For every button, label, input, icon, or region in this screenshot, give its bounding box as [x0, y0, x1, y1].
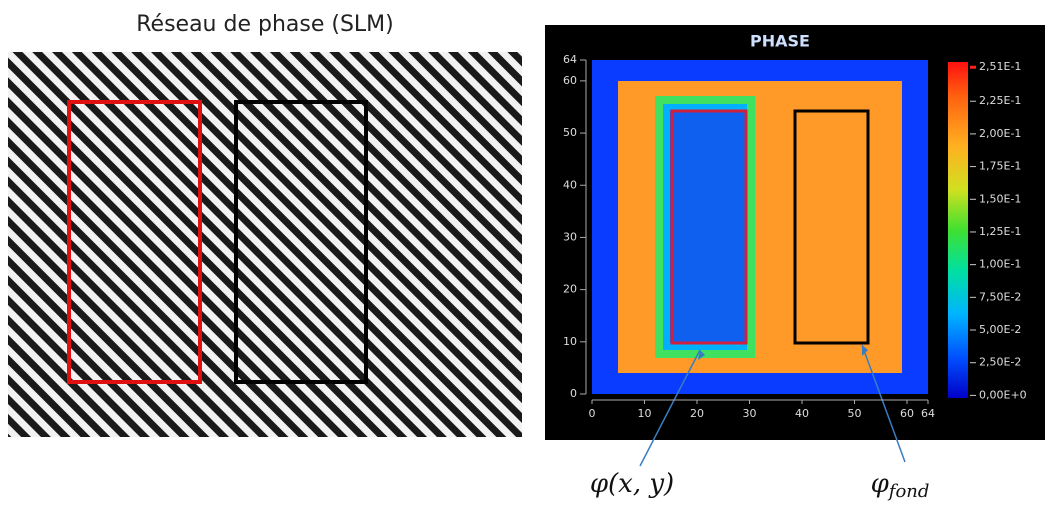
x-tick-label: 60 — [900, 407, 914, 420]
y-tick-label: 0 — [570, 387, 577, 400]
x-tick-label: 0 — [589, 407, 596, 420]
y-tick-label: 30 — [563, 230, 577, 243]
colorbar-tick-label: 1,75E-1 — [979, 160, 1021, 173]
colorbar — [948, 62, 968, 398]
colorbar-tick-label: 1,25E-1 — [979, 225, 1021, 238]
colorbar-tick-label: 7,50E-2 — [979, 290, 1021, 303]
heat-low-region — [670, 110, 746, 343]
left-title: Réseau de phase (SLM) — [136, 12, 394, 37]
y-tick-label: 50 — [563, 126, 577, 139]
colorbar-tick-label: 2,25E-1 — [979, 94, 1021, 107]
black-region — [234, 100, 368, 384]
arrow-head — [698, 350, 705, 360]
colorbar-tick-label: 1,00E-1 — [979, 258, 1021, 271]
y-tick-label: 64 — [563, 53, 577, 66]
heatmap — [592, 60, 928, 394]
grating — [8, 52, 522, 437]
black-region — [793, 109, 870, 345]
y-tick-label: 20 — [563, 283, 577, 296]
colorbar-tick-label: 2,51E-1 — [979, 60, 1021, 73]
x-tick-label: 64 — [921, 407, 935, 420]
phase-title: PHASE — [750, 32, 810, 51]
arrow — [639, 349, 701, 467]
arrow — [861, 344, 906, 463]
colorbar-tick-label: 1,50E-1 — [979, 192, 1021, 205]
annotation: φfond — [871, 469, 930, 502]
red-region — [67, 100, 202, 384]
y-tick-label: 60 — [563, 74, 577, 87]
red-region — [670, 109, 748, 345]
colorbar-tick-label: 0,00E+0 — [979, 388, 1027, 401]
colorbar-tick-label: 2,50E-2 — [979, 356, 1021, 369]
x-tick-label: 10 — [638, 407, 652, 420]
annotation-sub: fond — [887, 481, 930, 502]
x-tick-label: 20 — [690, 407, 704, 420]
arrow-head — [862, 345, 868, 356]
y-tick-label: 10 — [563, 335, 577, 348]
colorbar-tick-label: 2,00E-1 — [979, 127, 1021, 140]
x-tick-label: 40 — [795, 407, 809, 420]
y-tick-label: 40 — [563, 178, 577, 191]
x-tick-label: 50 — [848, 407, 862, 420]
x-tick-label: 30 — [743, 407, 757, 420]
colorbar-tick-label: 5,00E-2 — [979, 323, 1021, 336]
annotation-base: φ — [871, 469, 890, 499]
annotation: φ(x, y) — [590, 469, 674, 499]
